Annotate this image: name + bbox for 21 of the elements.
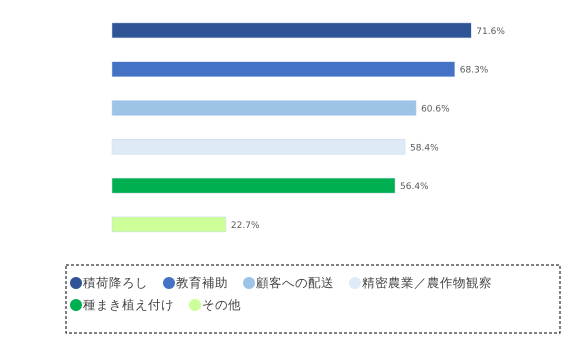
- data-label: 71.6%: [476, 26, 506, 37]
- data-label: 56.4%: [400, 182, 430, 192]
- 教育補助: 68.3%: [112, 61, 488, 77]
- 積荷降ろし: 積荷降ろし: [70, 275, 148, 290]
- legend-label: 教育補助: [176, 275, 228, 290]
- 教育補助: 教育補助: [163, 275, 228, 290]
- 積荷降ろし: 71.6%: [112, 22, 505, 38]
- data-label: 60.6%: [421, 104, 450, 114]
- その他: 22.7%: [112, 216, 260, 232]
- legend-label: 積荷降ろし: [83, 275, 148, 290]
- data-label: 22.7%: [230, 220, 260, 231]
- 精密農業／農作物観察: 58.4%: [112, 139, 439, 155]
- 種まき植え付け: 種まき植え付け: [70, 297, 174, 312]
- 顧客への配送: 顧客への配送: [243, 275, 334, 290]
- legend-label: その他: [202, 297, 241, 312]
- 精密農業／農作物観察: 精密農業／農作物観察: [349, 275, 492, 290]
- 種まき植え付け: 56.4%: [112, 178, 429, 194]
- その他: その他: [189, 297, 241, 312]
- 顧客への配送: 60.6%: [112, 100, 450, 116]
- data-label: 68.3%: [460, 66, 489, 76]
- data-label: 58.4%: [410, 143, 440, 154]
